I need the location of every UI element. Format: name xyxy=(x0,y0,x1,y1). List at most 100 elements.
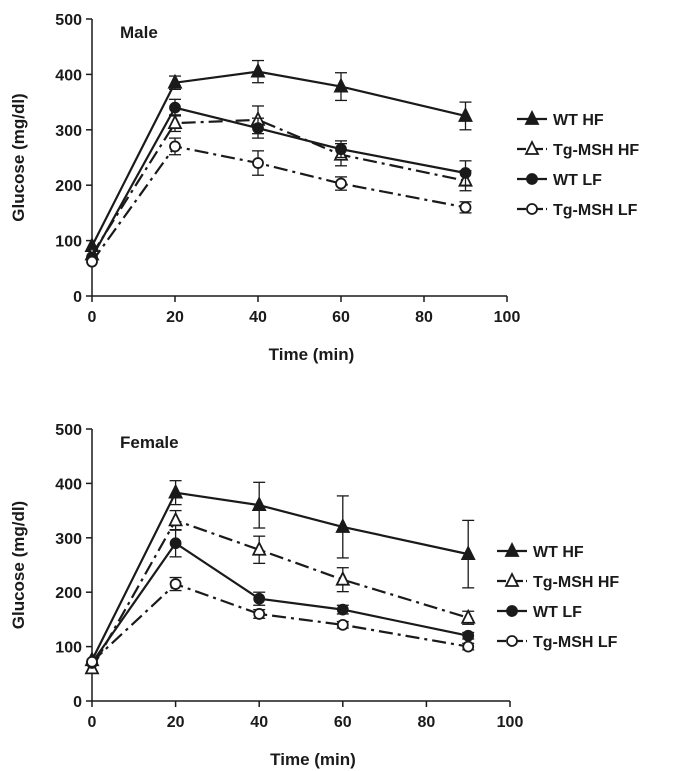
legend-label: Tg-MSH HF xyxy=(533,574,619,591)
legend-item: Tg-MSH HF xyxy=(517,139,639,159)
series-wt-lf xyxy=(86,98,472,264)
x-tick-label: 40 xyxy=(249,309,267,326)
data-point xyxy=(462,640,475,653)
legend-label: Tg-MSH LF xyxy=(553,202,638,219)
legend-marker xyxy=(504,541,520,557)
legend-label: WT LF xyxy=(533,604,582,621)
chart-panel-2: 0 100 200 300 400 500 0 20 40 60 80 100 Time (min) Gl… xyxy=(9,422,619,769)
x-tick-label: 20 xyxy=(166,309,184,326)
data-point xyxy=(459,167,472,179)
data-point xyxy=(458,106,473,122)
data-point xyxy=(167,73,183,89)
legend-marker xyxy=(524,109,540,125)
legend-item: Tg-MSH LF xyxy=(517,202,638,219)
series-line xyxy=(91,106,466,258)
legend-label: Tg-MSH LF xyxy=(533,634,618,651)
legend-item: WT HF xyxy=(497,541,584,561)
data-point xyxy=(459,201,472,214)
series-line xyxy=(91,118,466,256)
series-wt-lf xyxy=(86,528,475,669)
legend-item: WT LF xyxy=(517,172,602,189)
data-point xyxy=(168,511,184,527)
x-tick-label: 20 xyxy=(167,714,185,731)
data-point xyxy=(169,537,182,550)
x-tick-label: 100 xyxy=(497,714,524,731)
y-tick-label: 400 xyxy=(55,476,82,493)
x-tick-label: 60 xyxy=(334,714,352,731)
data-point xyxy=(253,608,266,620)
legend-marker xyxy=(524,139,540,155)
legend-label: WT HF xyxy=(553,112,604,129)
data-point xyxy=(167,114,183,130)
x-tick-label: 0 xyxy=(88,714,97,731)
legend-label: Tg-MSH HF xyxy=(553,142,639,159)
y-axis-title: Glucose (mg/dl) xyxy=(9,501,28,629)
x-tick-label: 40 xyxy=(250,714,268,731)
y-tick-label: 400 xyxy=(55,67,82,84)
x-tick-label: 80 xyxy=(418,714,436,731)
legend-item: WT LF xyxy=(497,604,582,621)
y-tick-label: 200 xyxy=(55,585,82,602)
data-point xyxy=(251,540,267,556)
x-tick-label: 100 xyxy=(494,309,521,326)
series-line xyxy=(91,145,466,263)
data-point xyxy=(460,608,476,624)
series-tg-msh-hf xyxy=(84,105,473,261)
legend-item: Tg-MSH LF xyxy=(497,634,618,651)
series-tg-msh-lf xyxy=(86,137,472,268)
y-tick-label: 0 xyxy=(73,694,82,711)
y-tick-label: 500 xyxy=(55,12,82,29)
y-axis-title: Glucose (mg/dl) xyxy=(9,93,28,221)
data-point xyxy=(335,177,347,190)
legend-marker xyxy=(526,173,538,185)
data-point xyxy=(169,578,182,590)
legend-item: WT HF xyxy=(517,109,604,129)
data-point xyxy=(250,62,266,78)
y-tick-label: 500 xyxy=(55,422,82,439)
series-line xyxy=(91,519,469,669)
legend-marker xyxy=(526,203,538,215)
data-point xyxy=(86,255,98,268)
legend-marker xyxy=(506,605,518,617)
legend-marker xyxy=(506,635,518,647)
data-point xyxy=(462,629,475,642)
series-tg-msh-hf xyxy=(84,509,476,675)
legend: WT HF Tg-MSH HF WT LF Tg-MSH LF xyxy=(497,541,619,651)
data-point xyxy=(335,517,351,533)
x-axis-title: Time (min) xyxy=(269,345,355,364)
series-wt-hf xyxy=(84,480,476,667)
data-point xyxy=(169,140,181,153)
y-tick-label: 100 xyxy=(55,640,82,657)
legend-marker xyxy=(504,571,520,587)
series-line xyxy=(91,491,469,661)
data-point xyxy=(333,77,349,93)
panel-label: Male xyxy=(120,23,158,42)
panel-label: Female xyxy=(120,433,179,452)
y-tick-label: 200 xyxy=(55,178,82,195)
y-tick-label: 300 xyxy=(55,531,82,548)
x-tick-label: 0 xyxy=(88,309,97,326)
data-point xyxy=(252,122,264,135)
data-point xyxy=(168,483,184,499)
x-tick-label: 60 xyxy=(332,309,350,326)
data-point xyxy=(253,592,266,605)
data-point xyxy=(336,618,349,631)
y-tick-label: 0 xyxy=(73,289,82,306)
data-point xyxy=(336,603,349,616)
data-point xyxy=(335,570,351,586)
x-tick-label: 80 xyxy=(415,309,433,326)
y-tick-label: 100 xyxy=(55,234,82,251)
data-point xyxy=(460,545,476,561)
series-wt-hf xyxy=(84,59,473,253)
y-tick-label: 300 xyxy=(55,123,82,140)
legend-item: Tg-MSH HF xyxy=(497,571,619,591)
chart-panel-1: 0 100 200 300 400 500 0 20 40 60 80 100 Time (min) Gl… xyxy=(9,12,639,364)
legend: WT HF Tg-MSH HF WT LF Tg-MSH LF xyxy=(517,109,639,219)
series-line xyxy=(91,70,466,247)
data-point xyxy=(252,157,264,169)
data-point xyxy=(169,101,181,114)
data-point xyxy=(86,655,98,668)
series-tg-msh-lf xyxy=(86,576,475,668)
series-line xyxy=(91,541,469,664)
x-axis-title: Time (min) xyxy=(270,750,356,769)
